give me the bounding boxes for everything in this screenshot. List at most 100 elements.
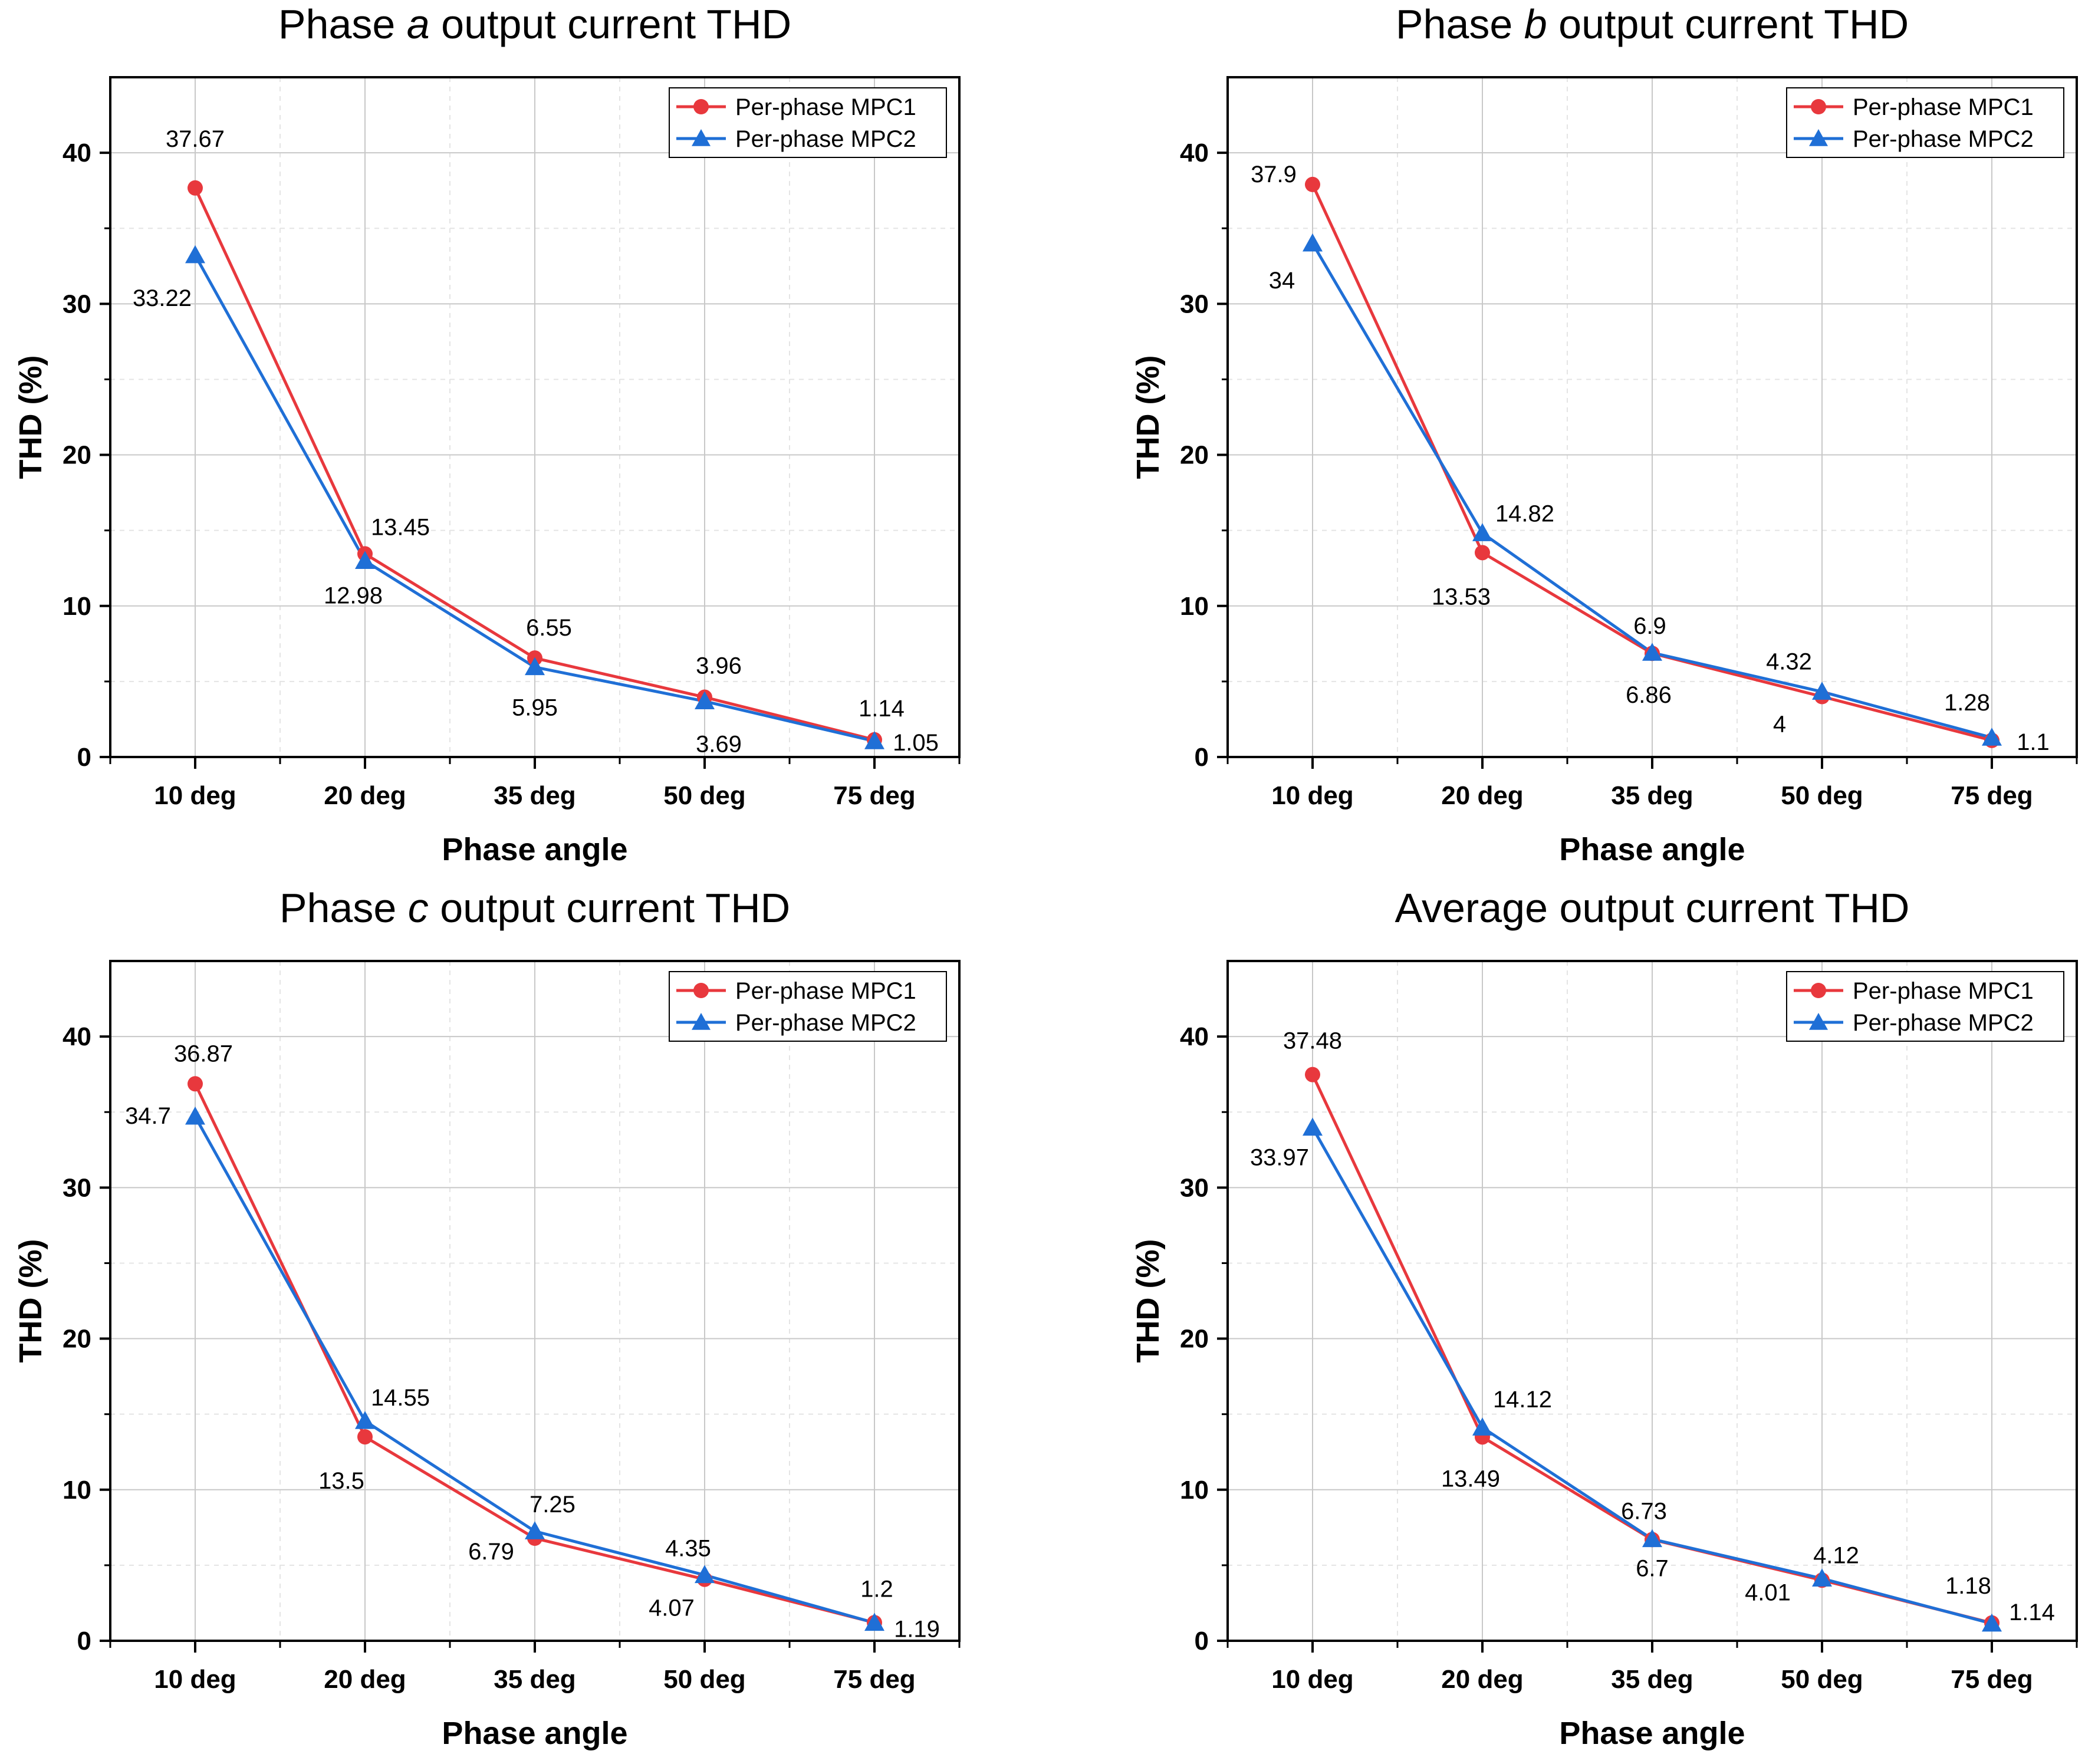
y-tick-label: 30 [1180, 289, 1209, 318]
legend-box [1786, 87, 2064, 158]
data-label-mpc1: 6.7 [1636, 1555, 1669, 1581]
legend-label-mpc1: Per-phase MPC1 [735, 94, 916, 120]
legend: Per-phase MPC1 Per-phase MPC2 [1786, 87, 2064, 158]
data-label-mpc1: 1.14 [859, 696, 905, 722]
data-label-mpc2: 3.69 [696, 731, 742, 757]
chart-title-prefix: Phase [279, 885, 408, 931]
point-mpc2 [1642, 643, 1662, 661]
point-mpc1 [357, 1429, 373, 1445]
data-label-mpc1: 4 [1773, 712, 1786, 738]
x-tick-label: 10 deg [154, 781, 236, 810]
x-tick-label: 50 deg [663, 781, 745, 810]
point-mpc2 [695, 691, 715, 710]
point-mpc2 [1642, 1529, 1662, 1548]
y-tick-label: 30 [63, 289, 91, 318]
legend-marker-mpc2 [692, 129, 711, 146]
x-tick-label: 20 deg [1441, 781, 1523, 810]
data-label-mpc2: 34 [1269, 268, 1295, 294]
chart-title-phase: c [408, 885, 429, 931]
data-label-mpc1: 37.67 [166, 126, 225, 152]
legend-box [1786, 971, 2064, 1042]
x-tick-label: 20 deg [324, 1665, 406, 1694]
x-tick-label: 10 deg [1271, 781, 1353, 810]
x-tick-label: 35 deg [494, 781, 575, 810]
data-label-mpc2: 14.12 [1493, 1387, 1552, 1413]
data-label-mpc2: 1.19 [894, 1617, 940, 1643]
data-label-mpc1: 6.55 [526, 615, 572, 641]
legend-marker-mpc1 [693, 983, 709, 998]
x-tick-label: 10 deg [154, 1665, 236, 1694]
y-axis-label: THD (%) [1130, 1239, 1166, 1363]
y-tick-label: 20 [63, 1325, 91, 1354]
legend-marker-mpc2 [1809, 1013, 1828, 1030]
y-tick-label: 40 [63, 139, 91, 167]
chart-title: Phase b output current THD [1396, 1, 1909, 47]
legend-label-mpc2: Per-phase MPC2 [1853, 1010, 2034, 1036]
data-label-mpc2: 7.25 [530, 1492, 575, 1518]
y-tick-label: 40 [63, 1022, 91, 1051]
legend-label-mpc1: Per-phase MPC1 [735, 978, 916, 1004]
chart-panel-2: 0 10 20 30 40 10 deg 20 deg 35 deg 50 deg 75 deg P… [13, 885, 961, 1751]
point-mpc2 [185, 245, 205, 264]
data-label-mpc2: 34.7 [125, 1103, 171, 1129]
legend-label-mpc1: Per-phase MPC1 [1853, 978, 2034, 1004]
y-tick-label: 10 [63, 1476, 91, 1505]
data-label-mpc2: 5.95 [512, 695, 558, 721]
x-tick-label: 75 deg [833, 781, 915, 810]
point-mpc2 [1982, 728, 2002, 746]
y-tick-label: 30 [63, 1173, 91, 1202]
y-tick-label: 10 [1180, 1476, 1209, 1505]
chart-title-suffix: output current THD [430, 1, 791, 47]
chart-panel-1: 0 10 20 30 40 10 deg 20 deg 35 deg 50 deg 75 deg P… [1130, 1, 2078, 867]
y-tick-label: 0 [77, 1627, 91, 1656]
data-label-mpc1: 13.53 [1432, 584, 1491, 610]
point-mpc1 [188, 180, 203, 196]
data-label-mpc1: 6.79 [468, 1539, 514, 1565]
x-tick-label: 75 deg [1951, 1665, 2033, 1694]
data-label-mpc1: 1.2 [860, 1576, 893, 1602]
legend: Per-phase MPC1 Per-phase MPC2 [1786, 971, 2064, 1042]
legend: Per-phase MPC1 Per-phase MPC2 [669, 87, 947, 158]
point-mpc2 [1472, 1417, 1492, 1436]
x-tick-label: 35 deg [1611, 781, 1693, 810]
data-label-mpc2: 6.73 [1621, 1499, 1667, 1525]
data-label-mpc1: 6.86 [1626, 682, 1672, 708]
x-tick-label: 20 deg [324, 781, 406, 810]
data-label-mpc2: 6.9 [1633, 613, 1666, 639]
x-tick-label: 75 deg [833, 1665, 915, 1694]
legend-marker-mpc1 [693, 99, 709, 114]
chart-title-suffix: output current THD [429, 885, 790, 931]
x-tick-label: 20 deg [1441, 1665, 1523, 1694]
chart-title-prefix: Average output current THD [1395, 885, 1910, 931]
point-mpc2 [355, 1411, 375, 1429]
y-axis-label: THD (%) [13, 356, 48, 479]
data-label-mpc1: 13.49 [1441, 1466, 1500, 1492]
x-tick-label: 50 deg [1781, 1665, 1863, 1694]
y-axis-label: THD (%) [1130, 356, 1166, 479]
y-tick-label: 40 [1180, 139, 1209, 167]
point-mpc2 [355, 551, 375, 570]
legend-box [669, 971, 947, 1042]
data-label-mpc1: 13.5 [318, 1468, 364, 1494]
point-mpc2 [864, 1612, 884, 1631]
data-label-mpc1: 1.1 [2017, 729, 2050, 755]
data-label-mpc2: 33.97 [1250, 1145, 1309, 1171]
point-mpc2 [525, 1521, 545, 1539]
x-tick-label: 35 deg [1611, 1665, 1693, 1694]
point-mpc2 [1982, 1613, 2002, 1632]
data-label-mpc1: 37.48 [1283, 1028, 1342, 1054]
point-mpc1 [1475, 545, 1490, 561]
chart-title-prefix: Phase [1396, 1, 1524, 47]
point-mpc1 [1305, 176, 1320, 192]
legend-label-mpc2: Per-phase MPC2 [735, 126, 916, 152]
data-label-mpc2: 1.14 [2009, 1600, 2055, 1625]
legend-marker-mpc2 [692, 1013, 711, 1030]
data-label-mpc2: 1.28 [1944, 690, 1990, 716]
data-label-mpc2: 4.35 [665, 1536, 711, 1562]
y-tick-label: 20 [63, 441, 91, 470]
data-label-mpc1: 37.9 [1251, 162, 1297, 187]
point-mpc2 [185, 1106, 205, 1125]
y-tick-label: 0 [1195, 1627, 1209, 1656]
data-label-mpc2: 33.22 [133, 285, 192, 311]
